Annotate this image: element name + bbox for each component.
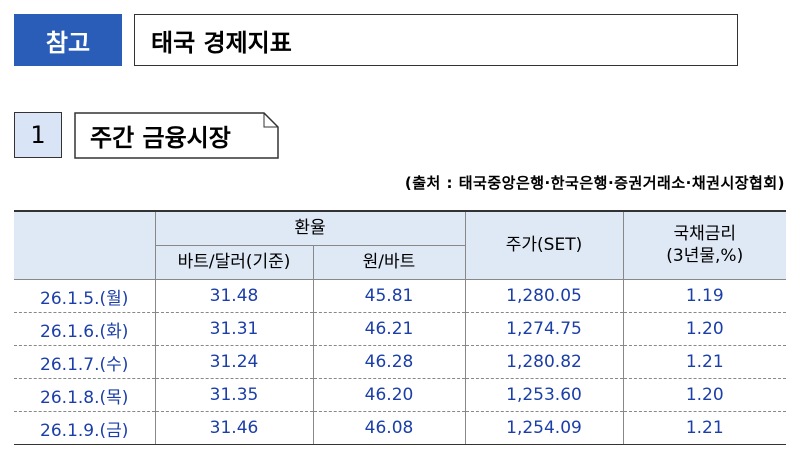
value-cell: 1.20 [622, 378, 786, 412]
value-cell: 31.35 [154, 378, 314, 412]
table-row: 26.1.7.(수) 31.24 46.28 1,280.82 1.21 [14, 345, 786, 379]
date-cell: 26.1.6.(화) [14, 312, 156, 346]
header-line: (3년물,%) [666, 245, 744, 266]
value-cell: 31.31 [154, 312, 314, 346]
table-row: 26.1.9.(금) 31.46 46.08 1,254.09 1.21 [14, 411, 786, 445]
column-header: 바트/달러(기준) [155, 245, 314, 280]
badge: 참고 [14, 14, 122, 66]
value-cell: 46.28 [312, 345, 466, 379]
value-cell: 1,274.75 [464, 312, 624, 346]
value-cell: 1.20 [622, 312, 786, 346]
value-cell: 31.46 [154, 411, 314, 445]
value-cell: 1,280.82 [464, 345, 624, 379]
date-cell: 26.1.8.(목) [14, 378, 156, 412]
section-title: 주간 금융시장 [90, 123, 231, 152]
value-cell: 1,253.60 [464, 378, 624, 412]
value-cell: 46.20 [312, 378, 466, 412]
value-cell: 1.19 [622, 279, 786, 313]
source-note: (출처 : 태국중앙은행·한국은행·증권거래소·채권시장협회) [404, 174, 785, 192]
data-table: 환율 주가(SET) 국채금리 (3년물,%) 바트/달러(기준) 원/바트 26… [14, 210, 786, 445]
column-header: 원/바트 [312, 245, 465, 280]
value-cell: 1,254.09 [464, 411, 624, 445]
value-cell: 46.21 [312, 312, 466, 346]
column-header: 주가(SET) [464, 210, 624, 280]
value-cell: 1.21 [622, 411, 786, 445]
value-cell: 46.08 [312, 411, 466, 445]
date-cell: 26.1.9.(금) [14, 411, 156, 445]
table-body: 26.1.5.(월) 31.48 45.81 1,280.05 1.19 26.1.6.(… [14, 279, 786, 445]
date-cell: 26.1.5.(월) [14, 279, 156, 313]
column-header: 국채금리 (3년물,%) [622, 210, 786, 280]
header-line: 국채금리 [673, 224, 737, 245]
value-cell: 31.48 [154, 279, 314, 313]
value-cell: 1.21 [622, 345, 786, 379]
table-row: 26.1.8.(목) 31.35 46.20 1,253.60 1.20 [14, 378, 786, 412]
value-cell: 1,280.05 [464, 279, 624, 313]
column-group-header: 환율 [154, 210, 466, 246]
table-row: 26.1.6.(화) 31.31 46.21 1,274.75 1.20 [14, 312, 786, 346]
page-title: 태국 경제지표 [134, 14, 738, 66]
value-cell: 31.24 [154, 345, 314, 379]
value-cell: 45.81 [312, 279, 466, 313]
table-row: 26.1.5.(월) 31.48 45.81 1,280.05 1.19 [14, 279, 786, 313]
section-frame [74, 112, 279, 159]
section-number: 1 [14, 112, 62, 158]
corner-cell [14, 210, 156, 280]
date-cell: 26.1.7.(수) [14, 345, 156, 379]
